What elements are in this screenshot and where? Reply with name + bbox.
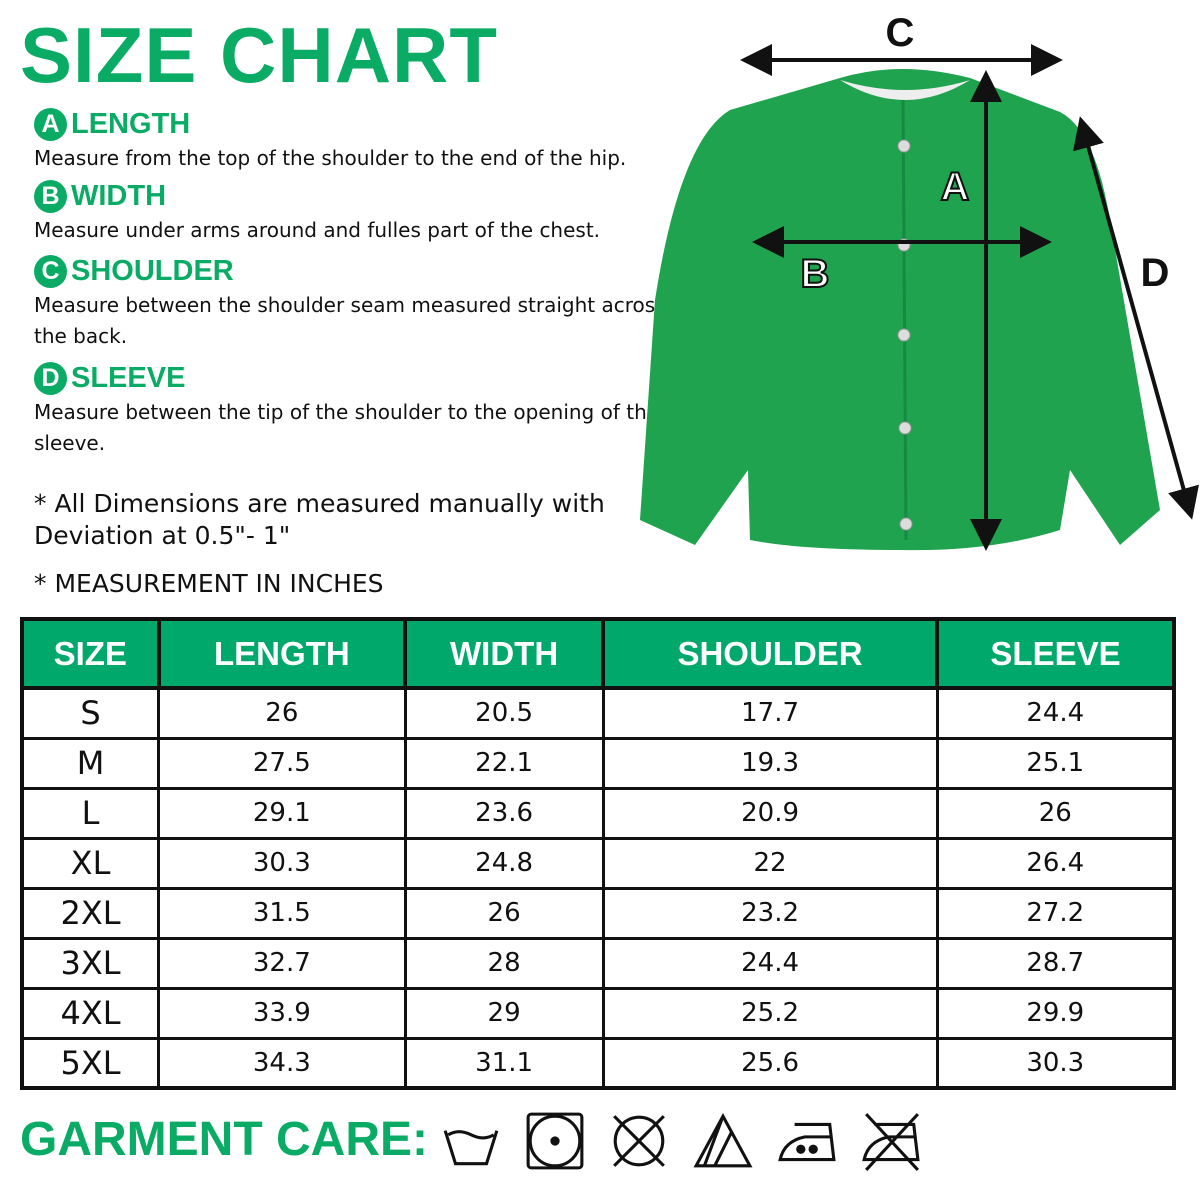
measurement-cell: 23.6 — [403, 786, 605, 840]
definition-label: LENGTH — [71, 108, 191, 140]
measurement-cell: 26 — [403, 886, 605, 940]
measurement-cell: 17.7 — [601, 686, 939, 740]
measurement-cell: 26.4 — [935, 836, 1176, 890]
column-header: LENGTH — [156, 617, 408, 690]
measurement-cell: 25.1 — [935, 736, 1176, 790]
definition-heading: B WIDTH — [34, 180, 694, 213]
measurement-cell: 28 — [403, 936, 605, 990]
table-row: 3XL 32.7 28 24.4 28.7 — [20, 936, 1176, 990]
column-header: SHOULDER — [601, 617, 940, 690]
letter-badge: D — [34, 362, 67, 395]
definition-sleeve: D SLEEVE Measure between the tip of the sh… — [34, 362, 694, 459]
note-deviation: * All Dimensions are measured manually w… — [34, 489, 605, 550]
measurement-cell: 19.3 — [601, 736, 939, 790]
size-cell: 3XL — [20, 936, 161, 990]
label-a: A — [941, 165, 970, 209]
measurement-cell: 29.1 — [157, 786, 407, 840]
size-cell: 4XL — [20, 986, 161, 1040]
table-row: 4XL 33.9 29 25.2 29.9 — [20, 986, 1176, 1040]
definition-width: B WIDTH Measure under arms around and full… — [34, 180, 694, 246]
definition-label: WIDTH — [71, 180, 167, 212]
definition-heading: C SHOULDER — [34, 255, 694, 288]
definition-label: SHOULDER — [71, 255, 234, 287]
do-not-dry-clean-icon — [613, 1115, 665, 1167]
size-cell: 2XL — [20, 886, 161, 940]
measurement-cell: 20.5 — [403, 686, 605, 740]
definition-label: SLEEVE — [71, 362, 186, 394]
page-title: SIZE CHART — [20, 11, 498, 99]
note-inches: * MEASUREMENT IN INCHES — [34, 569, 384, 598]
measurement-cell: 29 — [403, 986, 605, 1040]
table-row: M 27.5 22.1 19.3 25.1 — [20, 736, 1176, 790]
measurement-cell: 22.1 — [403, 736, 605, 790]
tumble-dry-icon — [526, 1112, 584, 1170]
table-row: 2XL 31.5 26 23.2 27.2 — [20, 886, 1176, 940]
label-d: D — [1141, 251, 1170, 295]
column-header: SIZE — [20, 617, 161, 690]
column-header: WIDTH — [403, 617, 606, 690]
do-not-iron-icon — [862, 1113, 920, 1171]
measurement-cell: 24.4 — [935, 686, 1176, 740]
measurement-cell: 30.3 — [935, 1036, 1176, 1090]
bleach-icon — [693, 1112, 753, 1168]
measurement-cell: 28.7 — [935, 936, 1176, 990]
size-cell: S — [20, 686, 161, 740]
size-cell: XL — [20, 836, 161, 890]
definition-heading: A LENGTH — [34, 108, 694, 141]
measurement-cell: 26 — [935, 786, 1176, 840]
measurement-cell: 30.3 — [157, 836, 407, 890]
definition-heading: D SLEEVE — [34, 362, 694, 395]
letter-badge: B — [34, 180, 67, 213]
size-table: SIZE LENGTH WIDTH SHOULDER SLEEVE S 26 20.5 17.… — [20, 617, 1176, 1090]
measurement-cell: 24.4 — [601, 936, 939, 990]
measurement-cell: 27.5 — [157, 736, 407, 790]
hand-wash-icon — [443, 1130, 499, 1166]
letter-badge: C — [34, 255, 67, 288]
definition-desc: Measure between the tip of the shoulder … — [34, 400, 660, 455]
table-row: 5XL 34.3 31.1 25.6 30.3 — [20, 1036, 1176, 1090]
table-row: L 29.1 23.6 20.9 26 — [20, 786, 1176, 840]
definition-desc: Measure between the shoulder seam measur… — [34, 293, 666, 348]
measurement-cell: 25.6 — [601, 1036, 939, 1090]
label-c: C — [886, 11, 915, 55]
label-b: B — [801, 252, 830, 296]
size-cell: M — [20, 736, 161, 790]
cardigan-body — [640, 69, 1160, 551]
definition-shoulder: C SHOULDER Measure between the shoulder se… — [34, 255, 694, 352]
measurement-cell: 23.2 — [601, 886, 939, 940]
letter-badge: A — [34, 108, 67, 141]
size-cell: L — [20, 786, 161, 840]
measurement-cell: 32.7 — [157, 936, 407, 990]
measurement-cell: 31.5 — [157, 886, 407, 940]
measurement-cell: 25.2 — [601, 986, 939, 1040]
measurement-cell: 29.9 — [935, 986, 1176, 1040]
table-row: XL 30.3 24.8 22 26.4 — [20, 836, 1176, 890]
definition-desc: Measure from the top of the shoulder to … — [34, 146, 627, 170]
arrow-d — [1073, 116, 1199, 520]
measurement-cell: 20.9 — [601, 786, 939, 840]
size-cell: 5XL — [20, 1036, 161, 1090]
measurement-cell: 26 — [157, 686, 407, 740]
column-header: SLEEVE — [935, 617, 1176, 690]
iron-medium-icon — [778, 1122, 836, 1162]
garment-care-label: GARMENT CARE: — [20, 1113, 428, 1166]
care-icons — [440, 1110, 922, 1172]
measurement-cell: 27.2 — [935, 886, 1176, 940]
table-row: S 26 20.5 17.7 24.4 — [20, 686, 1176, 740]
measurement-cell: 22 — [601, 836, 939, 890]
measurement-cell: 33.9 — [157, 986, 407, 1040]
definition-length: A LENGTH Measure from the top of the shoul… — [34, 108, 694, 174]
measurement-cell: 34.3 — [157, 1036, 407, 1090]
definition-desc: Measure under arms around and fulles par… — [34, 218, 601, 242]
measurement-cell: 31.1 — [403, 1036, 605, 1090]
measurement-cell: 24.8 — [403, 836, 605, 890]
cardigan-diagram: C A B D — [640, 11, 1199, 551]
